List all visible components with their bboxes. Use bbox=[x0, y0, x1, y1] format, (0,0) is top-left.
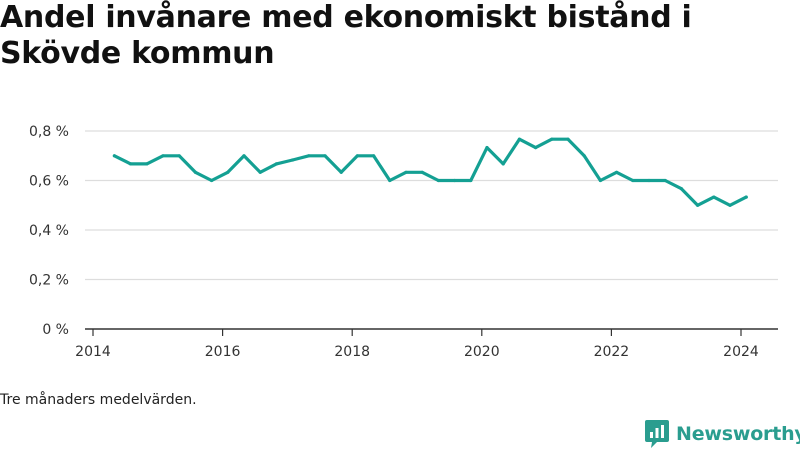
chart-caption: Tre månaders medelvärden. bbox=[0, 392, 197, 408]
y-tick-label: 0,2 % bbox=[29, 273, 69, 289]
data-point bbox=[372, 154, 376, 158]
series-layer bbox=[112, 137, 748, 207]
x-tick-label: 2014 bbox=[75, 344, 111, 360]
data-point bbox=[161, 154, 165, 158]
data-point bbox=[712, 195, 716, 199]
data-point bbox=[193, 170, 197, 174]
data-point bbox=[323, 154, 327, 158]
brand-logo: Newsworthy bbox=[644, 418, 800, 450]
data-point bbox=[663, 178, 667, 183]
data-point bbox=[485, 146, 489, 150]
data-point bbox=[744, 195, 748, 199]
data-point bbox=[388, 178, 392, 183]
data-point bbox=[404, 170, 408, 174]
x-tick-label: 2020 bbox=[464, 344, 500, 360]
x-axis-labels: 2014 2016 2018 2020 2022 2024 bbox=[75, 344, 759, 360]
x-tick-label: 2022 bbox=[594, 344, 630, 360]
data-point bbox=[112, 154, 116, 158]
data-point bbox=[615, 170, 619, 174]
x-tick-label: 2016 bbox=[205, 344, 241, 360]
data-point bbox=[339, 170, 343, 174]
data-point bbox=[582, 154, 586, 158]
chart-title: Andel invånare med ekonomiskt bistånd i … bbox=[0, 0, 692, 71]
grid-lines bbox=[85, 130, 778, 281]
x-tick-label: 2024 bbox=[723, 344, 759, 360]
series-line bbox=[112, 137, 748, 207]
data-point bbox=[696, 203, 700, 207]
y-axis-labels: 0 % 0,2 % 0,4 % 0,6 % 0,8 % bbox=[29, 124, 69, 338]
y-tick-label: 0 % bbox=[42, 322, 69, 338]
y-tick-label: 0,4 % bbox=[29, 223, 69, 239]
data-point bbox=[436, 178, 440, 183]
data-point bbox=[501, 162, 505, 166]
data-point bbox=[420, 170, 424, 174]
y-tick-label: 0,6 % bbox=[29, 174, 69, 190]
data-point bbox=[291, 158, 295, 162]
data-point bbox=[566, 137, 570, 141]
data-point bbox=[177, 154, 181, 158]
data-point bbox=[631, 178, 635, 183]
data-point bbox=[226, 170, 230, 174]
brand-name: Newsworthy bbox=[676, 423, 800, 445]
data-point bbox=[598, 178, 603, 183]
data-point bbox=[550, 137, 554, 141]
data-point bbox=[534, 146, 538, 150]
data-point bbox=[679, 187, 684, 191]
data-point bbox=[355, 154, 359, 158]
data-point bbox=[258, 170, 262, 174]
x-axis bbox=[85, 328, 778, 336]
data-point bbox=[129, 162, 133, 166]
line-chart: 0 % 0,2 % 0,4 % 0,6 % 0,8 % 2014 2016 2018 2020… bbox=[29, 124, 778, 360]
data-point bbox=[145, 162, 149, 166]
data-point bbox=[647, 178, 651, 183]
y-tick-label: 0,8 % bbox=[29, 124, 69, 140]
newsworthy-icon bbox=[645, 420, 669, 448]
data-point bbox=[274, 162, 278, 166]
data-point bbox=[453, 178, 457, 183]
data-point bbox=[728, 203, 732, 207]
data-point bbox=[469, 178, 473, 183]
data-point bbox=[307, 154, 311, 158]
data-point bbox=[210, 178, 214, 183]
data-point bbox=[517, 137, 522, 141]
x-tick-label: 2018 bbox=[334, 344, 370, 360]
data-point bbox=[242, 154, 246, 158]
